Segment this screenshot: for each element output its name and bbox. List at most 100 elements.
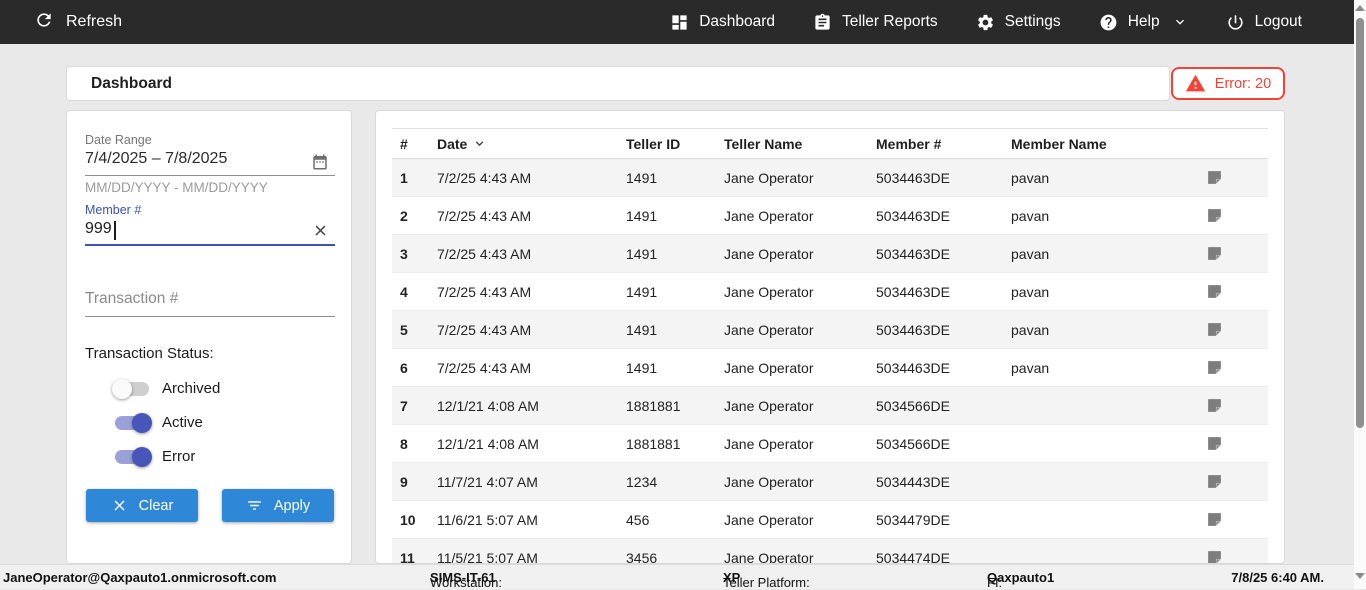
teller-id-cell: 456	[626, 511, 650, 528]
col-header-member-name[interactable]: Member Name	[1011, 135, 1107, 152]
table-row[interactable]: 5 7/2/25 4:43 AM 1491 Jane Operator 5034…	[392, 311, 1268, 349]
teller-name-cell: Jane Operator	[724, 473, 814, 490]
row-number-cell: 2	[400, 207, 408, 224]
teller-id-cell: 1491	[626, 245, 658, 262]
row-number-cell: 8	[400, 435, 408, 452]
scroll-up-arrow[interactable]	[1355, 5, 1365, 11]
apply-button-label: Apply	[273, 497, 311, 514]
note-icon[interactable]	[1206, 549, 1223, 563]
close-icon[interactable]	[312, 222, 329, 244]
table-row[interactable]: 7 12/1/21 4:08 AM 1881881 Jane Operator …	[392, 387, 1268, 425]
clear-button[interactable]: Clear	[86, 489, 198, 522]
date-cell: 7/2/25 4:43 AM	[437, 321, 532, 338]
teller-name-cell: Jane Operator	[724, 321, 814, 338]
nav-item-teller-reports[interactable]: Teller Reports	[813, 13, 938, 32]
note-icon[interactable]	[1206, 435, 1223, 452]
toggle-error[interactable]: Error	[115, 446, 333, 467]
member-number-cell: 5034443DE	[876, 473, 950, 490]
note-icon[interactable]	[1206, 169, 1223, 186]
date-cell: 11/7/21 4:07 AM	[437, 473, 538, 490]
nav-item-label: Logout	[1254, 13, 1302, 30]
teller-name-cell: Jane Operator	[724, 283, 814, 300]
col-header-member-number[interactable]: Member #	[876, 135, 942, 152]
member-number-cell: 5034566DE	[876, 435, 950, 452]
table-row[interactable]: 10 11/6/21 5:07 AM 456 Jane Operator 503…	[392, 501, 1268, 539]
date-cell: 7/2/25 4:43 AM	[437, 207, 532, 224]
toggle-track	[115, 446, 152, 467]
teller-name-cell: Jane Operator	[724, 245, 814, 262]
nav-item-label: Teller Reports	[842, 13, 938, 30]
row-number-cell: 7	[400, 397, 408, 414]
navbar-menu: Dashboard Teller Reports Settings Help L…	[670, 13, 1302, 32]
error-badge[interactable]: Error: 20	[1171, 67, 1285, 100]
date-range-field[interactable]: 7/4/2025 – 7/8/2025	[85, 147, 335, 176]
date-cell: 7/2/25 4:43 AM	[437, 359, 532, 376]
member-number-cell: 5034463DE	[876, 321, 950, 338]
teller-id-cell: 1491	[626, 321, 658, 338]
toggle-active[interactable]: Active	[115, 412, 333, 433]
note-icon[interactable]	[1206, 283, 1223, 300]
note-icon[interactable]	[1206, 321, 1223, 338]
note-icon[interactable]	[1206, 511, 1223, 528]
toggle-track	[115, 412, 152, 433]
note-icon[interactable]	[1206, 245, 1223, 262]
member-number-cell: 5034463DE	[876, 245, 950, 262]
date-cell: 11/5/21 5:07 AM	[437, 549, 538, 564]
col-header-number: #	[400, 135, 408, 152]
teller-id-cell: 3456	[626, 549, 658, 564]
table-row[interactable]: 3 7/2/25 4:43 AM 1491 Jane Operator 5034…	[392, 235, 1268, 273]
member-number-field	[85, 217, 335, 246]
member-name-cell: pavan	[1011, 283, 1050, 300]
member-number-cell: 5034566DE	[876, 397, 950, 414]
member-name-cell: pavan	[1011, 245, 1050, 262]
toggle-knob	[132, 446, 152, 467]
scrollbar-thumb[interactable]	[1356, 18, 1364, 428]
table-row[interactable]: 11 11/5/21 5:07 AM 3456 Jane Operator 50…	[392, 539, 1268, 564]
toggle-archived[interactable]: Archived	[112, 378, 333, 399]
member-number-cell: 5034474DE	[876, 549, 950, 564]
chevron-down-icon	[1172, 14, 1188, 30]
teller-platform-info: Teller Platform: XP	[723, 570, 810, 590]
col-header-teller-id[interactable]: Teller ID	[626, 135, 681, 152]
table-row[interactable]: 4 7/2/25 4:43 AM 1491 Jane Operator 5034…	[392, 273, 1268, 311]
row-number-cell: 10	[400, 511, 416, 528]
table-row[interactable]: 9 11/7/21 4:07 AM 1234 Jane Operator 503…	[392, 463, 1268, 501]
nav-item-settings[interactable]: Settings	[976, 13, 1061, 32]
table-row[interactable]: 2 7/2/25 4:43 AM 1491 Jane Operator 5034…	[392, 197, 1268, 235]
row-number-cell: 3	[400, 245, 408, 262]
table-row[interactable]: 1 7/2/25 4:43 AM 1491 Jane Operator 5034…	[392, 159, 1268, 197]
note-icon[interactable]	[1206, 473, 1223, 490]
date-format-hint: MM/DD/YYYY - MM/DD/YYYY	[85, 180, 268, 195]
teller-name-cell: Jane Operator	[724, 359, 814, 376]
row-number-cell: 11	[400, 549, 415, 564]
nav-item-dashboard[interactable]: Dashboard	[670, 13, 775, 32]
vertical-scrollbar	[1354, 0, 1366, 589]
member-name-cell: pavan	[1011, 359, 1050, 376]
apply-button[interactable]: Apply	[222, 489, 334, 522]
nav-item-help[interactable]: Help	[1099, 13, 1188, 32]
transaction-number-input[interactable]	[85, 288, 325, 316]
refresh-button[interactable]: Refresh	[34, 10, 122, 35]
teller-id-cell: 1234	[626, 473, 658, 490]
table-row[interactable]: 8 12/1/21 4:08 AM 1881881 Jane Operator …	[392, 425, 1268, 463]
date-range-label: Date Range	[85, 133, 152, 147]
teller-id-cell: 1491	[626, 359, 658, 376]
teller-name-cell: Jane Operator	[724, 511, 814, 528]
row-number-cell: 9	[400, 473, 408, 490]
table-row[interactable]: 6 7/2/25 4:43 AM 1491 Jane Operator 5034…	[392, 349, 1268, 387]
date-range-value[interactable]: 7/4/2025 – 7/8/2025	[85, 150, 228, 167]
nav-item-logout[interactable]: Logout	[1226, 13, 1302, 32]
member-number-cell: 5034463DE	[876, 169, 950, 186]
chevron-down-icon	[472, 136, 487, 151]
col-header-teller-name[interactable]: Teller Name	[724, 135, 803, 152]
note-icon[interactable]	[1206, 207, 1223, 224]
toggle-knob	[132, 412, 152, 433]
col-header-date[interactable]: Date	[437, 136, 626, 152]
note-icon[interactable]	[1206, 359, 1223, 376]
calendar-icon[interactable]	[311, 153, 329, 176]
page-title-bar: Dashboard	[66, 66, 1170, 101]
toggle-label: Active	[162, 414, 203, 431]
scroll-down-arrow[interactable]	[1355, 573, 1365, 579]
member-number-input[interactable]	[85, 217, 295, 244]
note-icon[interactable]	[1206, 397, 1223, 414]
